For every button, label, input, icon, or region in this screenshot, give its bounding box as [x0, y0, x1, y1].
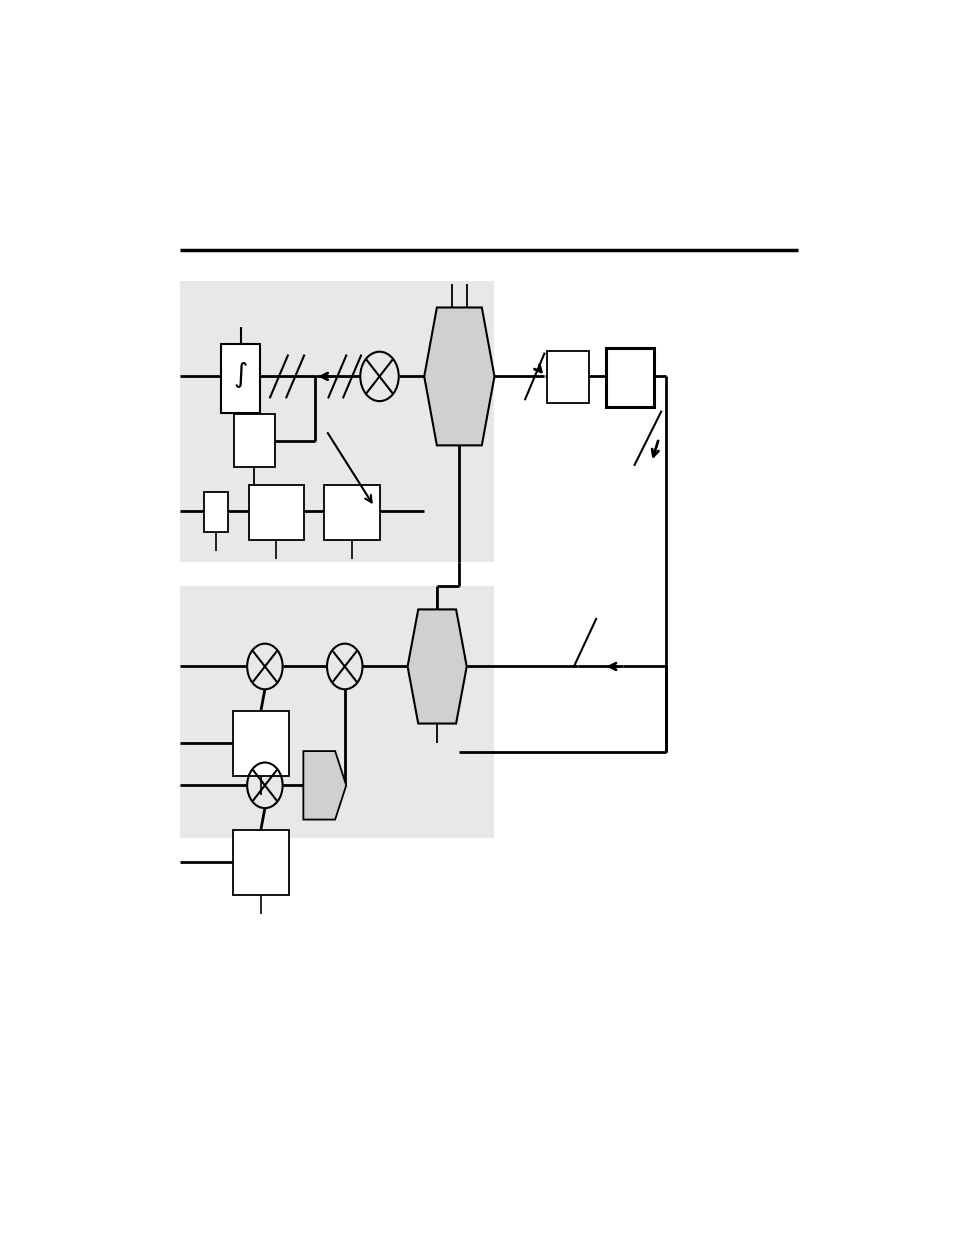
Bar	[204, 493, 228, 532]
Bar	[546, 351, 589, 403]
Bar	[233, 415, 274, 467]
Polygon shape	[424, 308, 494, 446]
Bar	[233, 711, 288, 776]
Bar	[221, 345, 259, 412]
Bar	[180, 282, 494, 562]
Bar	[180, 585, 494, 837]
Bar	[249, 485, 304, 540]
Bar	[233, 830, 288, 894]
Text: $\int$: $\int$	[233, 361, 248, 390]
Bar	[324, 485, 379, 540]
Polygon shape	[303, 751, 346, 820]
Bar	[605, 348, 653, 406]
Polygon shape	[407, 609, 466, 724]
